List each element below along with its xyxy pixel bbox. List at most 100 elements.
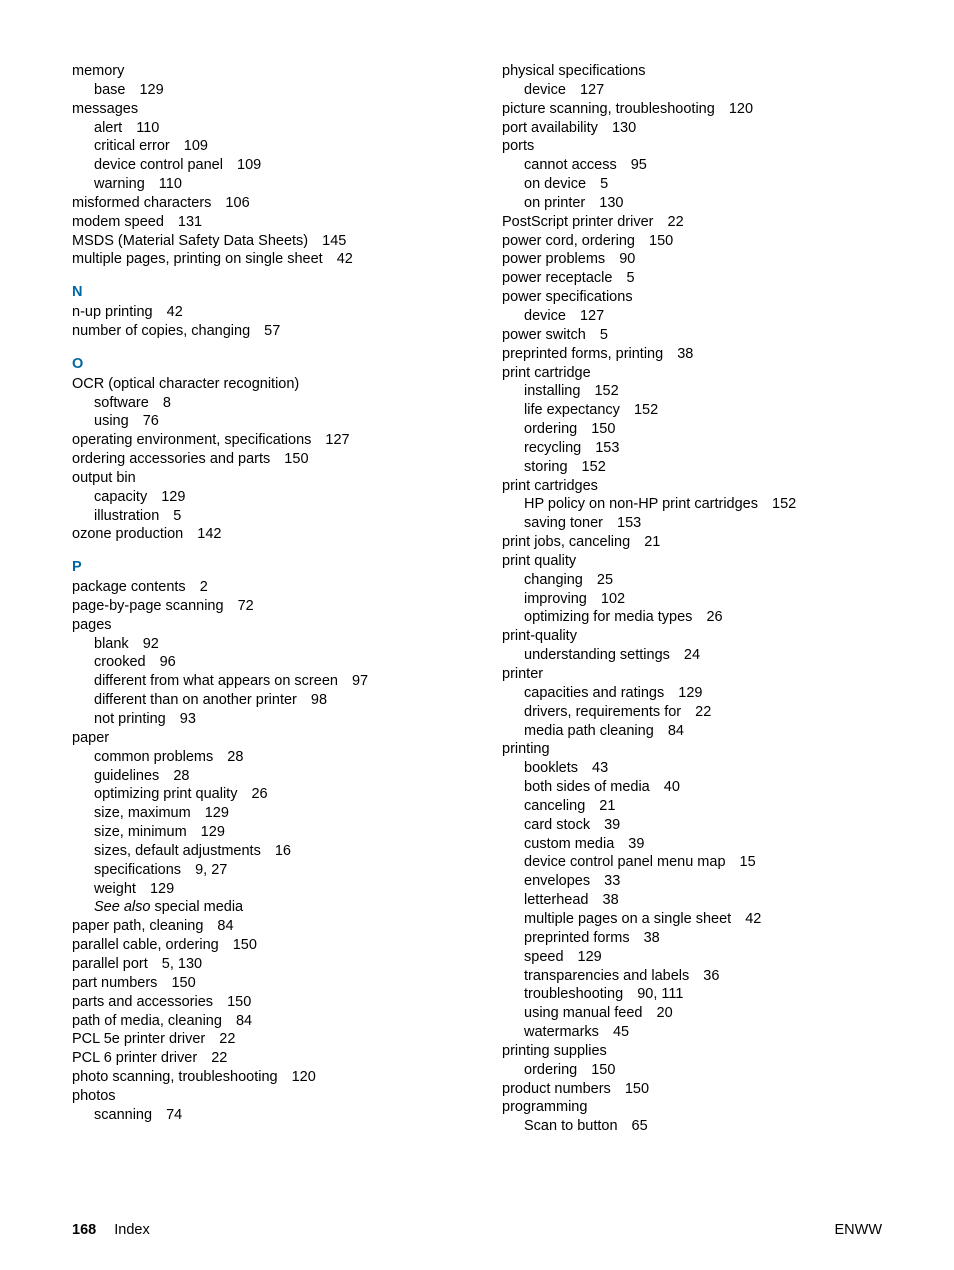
- index-entry-page: 102: [597, 591, 625, 607]
- index-entry-text: specifications: [94, 862, 181, 878]
- index-entry: n-up printing 42: [72, 303, 452, 322]
- index-entry-page: 90, 111: [633, 986, 683, 1002]
- index-entry-text: both sides of media: [524, 779, 650, 795]
- index-entry-text: photos: [72, 1088, 116, 1104]
- index-entry-text: print cartridge: [502, 365, 591, 381]
- index-entry-text: life expectancy: [524, 402, 620, 418]
- index-subentry: device 127: [502, 81, 882, 100]
- index-entry-text: parts and accessories: [72, 994, 213, 1010]
- index-subentry: size, maximum 129: [72, 804, 452, 823]
- index-subentry: watermarks 45: [502, 1023, 882, 1042]
- index-subentry: Scan to button 65: [502, 1117, 882, 1136]
- index-entry: part numbers 150: [72, 974, 452, 993]
- index-entry-text: number of copies, changing: [72, 323, 250, 339]
- index-entry-text: software: [94, 395, 149, 411]
- index-entry-text: HP policy on non-HP print cartridges: [524, 496, 758, 512]
- index-subentry: saving toner 153: [502, 514, 882, 533]
- index-entry-text: printing supplies: [502, 1043, 607, 1059]
- index-subentry: installing 152: [502, 382, 882, 401]
- index-subentry: specifications 9, 27: [72, 861, 452, 880]
- index-entry-page: 150: [621, 1081, 649, 1097]
- index-entry-text: parallel port: [72, 956, 148, 972]
- index-subentry: device 127: [502, 307, 882, 326]
- index-entry-text: optimizing for media types: [524, 609, 692, 625]
- index-entry-text: print jobs, canceling: [502, 534, 630, 550]
- index-entry-page: 43: [588, 760, 608, 776]
- index-subentry: changing 25: [502, 571, 882, 590]
- index-entry-text: cannot access: [524, 157, 617, 173]
- index-entry-page: 26: [247, 786, 267, 802]
- index-entry-text: envelopes: [524, 873, 590, 889]
- index-subentry: drivers, requirements for 22: [502, 703, 882, 722]
- index-entry-text: path of media, cleaning: [72, 1013, 222, 1029]
- index-entry-text: PCL 5e printer driver: [72, 1031, 205, 1047]
- index-subentry: optimizing print quality 26: [72, 785, 452, 804]
- index-column-right: physical specificationsdevice 127picture…: [502, 62, 882, 1136]
- index-subentry: speed 129: [502, 948, 882, 967]
- index-entry-page: 28: [223, 749, 243, 765]
- index-entry-page: 38: [640, 930, 660, 946]
- index-entry: ordering accessories and parts 150: [72, 450, 452, 469]
- index-entry-page: 150: [587, 1062, 615, 1078]
- index-entry-page: 109: [180, 138, 208, 154]
- index-subentry: common problems 28: [72, 748, 452, 767]
- index-entry-page: 38: [673, 346, 693, 362]
- index-entry: parallel port 5, 130: [72, 955, 452, 974]
- index-entry-text: operating environment, specifications: [72, 432, 311, 448]
- index-entry-page: 127: [321, 432, 349, 448]
- index-entry: misformed characters 106: [72, 194, 452, 213]
- index-entry-text: paper path, cleaning: [72, 918, 203, 934]
- index-entry-page: 150: [645, 233, 673, 249]
- index-entry-text: capacities and ratings: [524, 685, 664, 701]
- index-entry: print-quality: [502, 627, 882, 646]
- index-entry-text: multiple pages, printing on single sheet: [72, 251, 323, 267]
- index-entry-page: 24: [680, 647, 700, 663]
- index-entry-page: 153: [613, 515, 641, 531]
- index-entry-text: picture scanning, troubleshooting: [502, 101, 715, 117]
- index-entry: photo scanning, troubleshooting 120: [72, 1068, 452, 1087]
- index-subentry: blank 92: [72, 635, 452, 654]
- index-entry-text: crooked: [94, 654, 146, 670]
- index-entry-text: photo scanning, troubleshooting: [72, 1069, 278, 1085]
- index-entry-page: 131: [174, 214, 202, 230]
- index-entry: power switch 5: [502, 326, 882, 345]
- index-entry-text: optimizing print quality: [94, 786, 237, 802]
- index-entry-text: device: [524, 82, 566, 98]
- index-entry-text: power receptacle: [502, 270, 612, 286]
- index-entry: MSDS (Material Safety Data Sheets) 145: [72, 232, 452, 251]
- index-entry: programming: [502, 1098, 882, 1117]
- index-entry: parallel cable, ordering 150: [72, 936, 452, 955]
- index-entry: memory: [72, 62, 452, 81]
- index-subentry: on printer 130: [502, 194, 882, 213]
- index-entry-text: ozone production: [72, 526, 183, 542]
- index-entry-text: recycling: [524, 440, 581, 456]
- index-subentry: alert 110: [72, 119, 452, 138]
- index-subentry: ordering 150: [502, 1061, 882, 1080]
- index-section-letter: O: [72, 355, 452, 374]
- index-entry-page: 36: [699, 968, 719, 984]
- index-entry: print quality: [502, 552, 882, 571]
- index-subentry: recycling 153: [502, 439, 882, 458]
- index-entry-page: 152: [630, 402, 658, 418]
- index-entry-page: 84: [232, 1013, 252, 1029]
- index-section-letter: N: [72, 283, 452, 302]
- index-entry-page: 145: [318, 233, 346, 249]
- index-entry-text: pages: [72, 617, 112, 633]
- index-entry-page: 109: [233, 157, 261, 173]
- index-entry: output bin: [72, 469, 452, 488]
- index-entry: print cartridge: [502, 364, 882, 383]
- index-entry-text: blank: [94, 636, 129, 652]
- index-subentry: troubleshooting 90, 111: [502, 985, 882, 1004]
- index-subentry: understanding settings 24: [502, 646, 882, 665]
- index-entry-page: 5, 130: [158, 956, 202, 972]
- index-entry-page: 38: [599, 892, 619, 908]
- index-entry-text: memory: [72, 63, 124, 79]
- index-subentry: HP policy on non-HP print cartridges 152: [502, 495, 882, 514]
- index-entry: multiple pages, printing on single sheet…: [72, 250, 452, 269]
- index-subentry: preprinted forms 38: [502, 929, 882, 948]
- index-entry: print jobs, canceling 21: [502, 533, 882, 552]
- index-entry-page: 110: [132, 120, 159, 136]
- index-entry-page: 8: [159, 395, 171, 411]
- footer-right: ENWW: [834, 1221, 882, 1240]
- index-entry-page: 130: [608, 120, 636, 136]
